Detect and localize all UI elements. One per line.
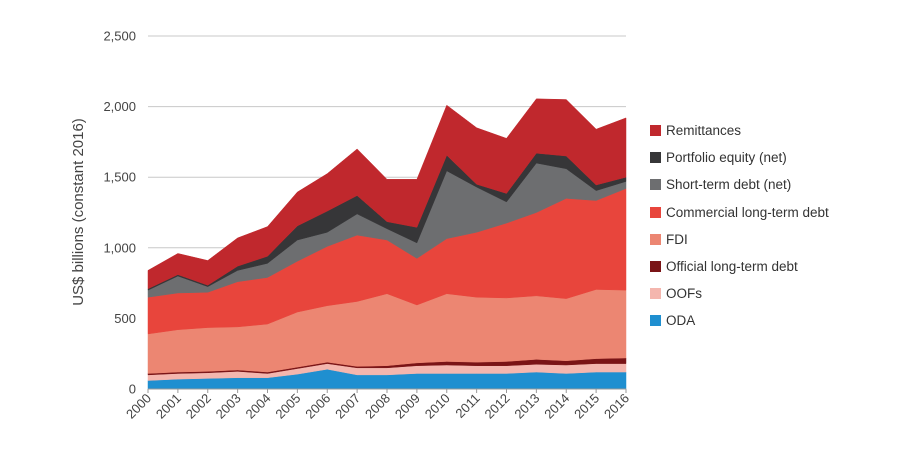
y-axis-title: US$ billions (constant 2016)	[70, 118, 87, 306]
legend-label: Commercial long-term debt	[666, 204, 829, 220]
x-tick-label: 2010	[422, 391, 453, 422]
legend-swatch	[650, 152, 661, 164]
series-areas	[147, 98, 627, 390]
legend-label: Short-term debt (net)	[666, 177, 792, 193]
legend-swatch	[650, 206, 661, 218]
legend-item-short-term-debt-net: Short-term debt (net)	[650, 171, 829, 198]
legend-label: Remittances	[666, 123, 742, 139]
y-tick-label: 500	[114, 311, 136, 326]
legend-swatch	[650, 179, 661, 191]
area-remittances	[147, 98, 627, 290]
x-tick-label: 2008	[362, 391, 393, 422]
x-tick-label: 2001	[153, 391, 184, 422]
x-tick-label: 2009	[392, 391, 423, 422]
x-tick-label: 2006	[302, 391, 333, 422]
y-tick-label: 1,000	[103, 240, 136, 255]
legend-item-fdi: FDI	[650, 226, 829, 253]
legend-item-official-long-term-debt: Official long-term debt	[650, 253, 829, 280]
x-tick-label: 2014	[541, 391, 572, 422]
legend-swatch	[650, 233, 661, 245]
y-tick-label: 1,500	[103, 170, 136, 185]
legend-label: OOFs	[666, 286, 702, 302]
x-tick-label: 2002	[183, 391, 214, 422]
legend-swatch	[650, 315, 661, 327]
x-tick-label: 2015	[571, 391, 602, 422]
x-tick-label: 2016	[601, 391, 632, 422]
x-tick-label: 2000	[123, 391, 154, 422]
y-tick-label: 2,000	[103, 99, 136, 114]
legend-swatch	[650, 125, 661, 137]
legend: Remittances Portfolio equity (net) Short-t…	[650, 117, 829, 335]
x-tick-label: 2012	[482, 391, 513, 422]
legend-item-remittances: Remittances	[650, 117, 829, 144]
legend-label: Portfolio equity (net)	[666, 150, 787, 166]
legend-label: FDI	[666, 231, 688, 247]
y-tick-label: 0	[129, 382, 136, 397]
x-tick-label: 2011	[452, 391, 482, 421]
legend-label: ODA	[666, 313, 696, 329]
x-tick-label: 2004	[243, 391, 274, 422]
legend-swatch	[650, 261, 661, 273]
x-tick-label: 2013	[511, 391, 542, 422]
legend-item-commercial-long-term-debt: Commercial long-term debt	[650, 199, 829, 226]
legend-item-oda: ODA	[650, 307, 829, 334]
x-tick-label: 2007	[332, 391, 363, 422]
x-tick-label: 2003	[213, 391, 244, 422]
legend-item-portfolio-equity-net: Portfolio equity (net)	[650, 144, 829, 171]
legend-label: Official long-term debt	[666, 259, 798, 275]
legend-item-oofs: OOFs	[650, 280, 829, 307]
legend-swatch	[650, 288, 661, 300]
y-tick-label: 2,500	[103, 29, 136, 44]
x-tick-label: 2005	[272, 391, 303, 422]
